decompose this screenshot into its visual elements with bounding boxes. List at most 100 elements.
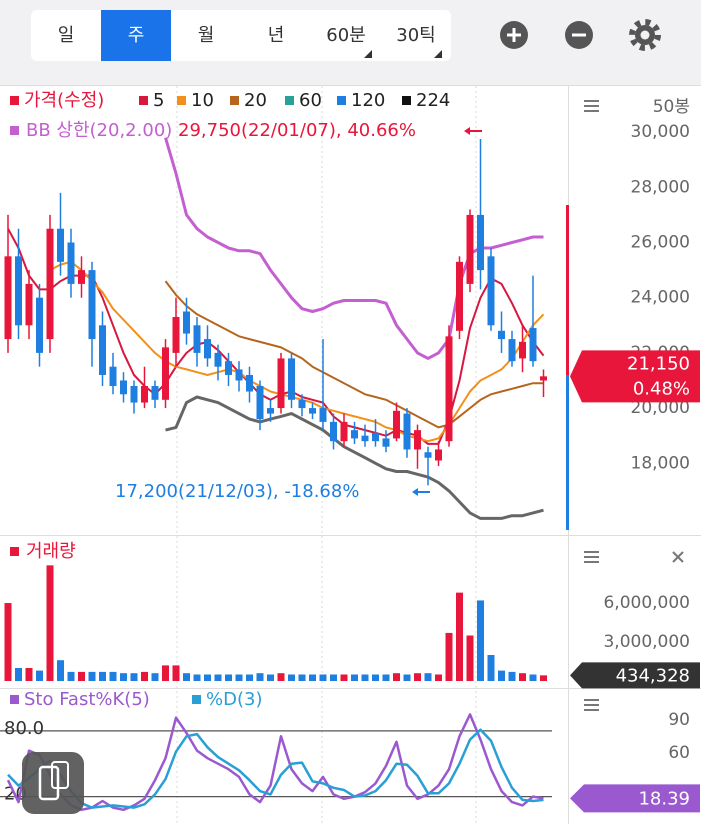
candle-body xyxy=(435,449,442,461)
menu-icon[interactable] xyxy=(584,699,599,711)
candle-body xyxy=(15,256,22,326)
volume-bar xyxy=(246,674,253,681)
candle-body xyxy=(498,330,505,340)
candle-body xyxy=(141,386,148,403)
candle-body xyxy=(487,256,495,326)
candle-body xyxy=(424,452,432,458)
period-buttons: 일 주 월 년 60분 30틱 xyxy=(58,10,436,61)
volume-bar xyxy=(414,673,421,681)
legend-swatch xyxy=(285,96,294,105)
period-button[interactable]: 60분 xyxy=(326,25,365,46)
indicator-line xyxy=(164,280,544,429)
period-button[interactable]: 월 xyxy=(198,25,215,46)
candle-body xyxy=(456,261,463,331)
dropdown-corner xyxy=(434,50,442,58)
y-tick-label: 26,000 xyxy=(631,233,690,253)
candle-body xyxy=(319,408,327,422)
legend-label: 5 xyxy=(153,90,164,111)
indicator-line xyxy=(49,260,545,443)
candle-body xyxy=(540,376,547,381)
zoom-out-button[interactable] xyxy=(565,21,593,49)
volume-bar xyxy=(456,592,463,681)
oscillator-tag-value: 18.39 xyxy=(638,788,690,809)
panel-title: 거래량 xyxy=(26,541,76,562)
y-tick-label: 24,000 xyxy=(631,288,690,308)
legend-label: 가격(수정) xyxy=(24,90,104,111)
volume-bar xyxy=(340,674,348,681)
legend-label: 120 xyxy=(351,90,385,111)
candle-body xyxy=(445,336,453,442)
candle-body xyxy=(330,421,337,442)
volume-bar xyxy=(172,665,180,681)
candle-body xyxy=(204,339,211,359)
candle-body xyxy=(130,386,138,403)
floating-button[interactable] xyxy=(22,752,84,814)
range-bar-down xyxy=(566,375,569,530)
y-tick-label: 6,000,000 xyxy=(603,593,690,613)
y-tick-label: 30,000 xyxy=(631,122,690,142)
menu-icon[interactable] xyxy=(584,551,599,563)
volume-bar xyxy=(15,668,22,681)
candle-body xyxy=(225,361,232,375)
y-tick-label: 80.0 xyxy=(4,718,44,739)
menu-icon[interactable] xyxy=(584,100,599,112)
candle-body xyxy=(256,386,264,420)
period-button[interactable]: 30틱 xyxy=(396,25,435,46)
candle-body xyxy=(519,341,526,359)
y-tick-label: 18,000 xyxy=(631,453,690,473)
volume-bar xyxy=(193,674,201,681)
volume-bar xyxy=(67,671,75,681)
volume-bar xyxy=(130,673,138,681)
volume-bar xyxy=(445,632,453,681)
y2-tick-label: 60 xyxy=(668,743,690,763)
candle-body xyxy=(4,256,12,340)
volume-bar xyxy=(109,671,117,681)
y-tick-label: 3,000,000 xyxy=(603,632,690,652)
legend-label: Sto Fast%K(5) xyxy=(24,689,150,710)
volume-bar xyxy=(277,673,285,681)
candle-body xyxy=(403,413,411,450)
volume-bar xyxy=(214,674,222,681)
candle-body xyxy=(183,311,190,334)
legend-swatch xyxy=(10,695,19,704)
dropdown-corner xyxy=(364,50,372,58)
period-button[interactable]: 년 xyxy=(268,25,285,46)
candle-body xyxy=(382,438,390,447)
annotation: 29,750(22/01/07), 40.66% xyxy=(178,120,416,141)
volume-bar xyxy=(151,673,159,681)
indicator-line xyxy=(164,137,544,360)
candle-body xyxy=(340,421,348,442)
volume-bar xyxy=(508,671,516,681)
volume-bar xyxy=(382,674,390,681)
legend-swatch xyxy=(10,547,19,556)
y2-tick-label: 90 xyxy=(668,710,690,730)
volume-bar xyxy=(183,673,190,681)
legend-swatch xyxy=(10,126,19,135)
legend-label: %D(3) xyxy=(206,689,262,710)
volume-bar xyxy=(298,674,306,681)
candle-body xyxy=(298,399,306,409)
candle-body xyxy=(361,435,369,442)
candle-body xyxy=(57,228,64,262)
oscillator-line xyxy=(7,728,544,809)
volume-bar xyxy=(57,660,64,681)
close-icon[interactable] xyxy=(672,551,684,563)
candle-body xyxy=(193,325,201,353)
zoom-in-button[interactable] xyxy=(500,21,528,49)
settings-button[interactable] xyxy=(629,19,661,51)
legend-swatch xyxy=(10,96,19,105)
candle-body xyxy=(25,283,33,326)
volume-bar xyxy=(519,673,526,681)
period-button[interactable]: 주 xyxy=(128,25,145,46)
volume-bar xyxy=(235,674,243,681)
price-tag-change: 0.48% xyxy=(633,378,690,399)
volume-bar xyxy=(498,670,505,681)
candle-body xyxy=(267,408,274,414)
candle-body xyxy=(172,317,180,353)
volume-bar xyxy=(361,674,369,681)
period-button[interactable]: 일 xyxy=(58,25,75,46)
legend-swatch xyxy=(230,96,239,105)
candle-body xyxy=(235,369,243,381)
candle-body xyxy=(246,374,253,392)
selected-button xyxy=(101,10,171,61)
